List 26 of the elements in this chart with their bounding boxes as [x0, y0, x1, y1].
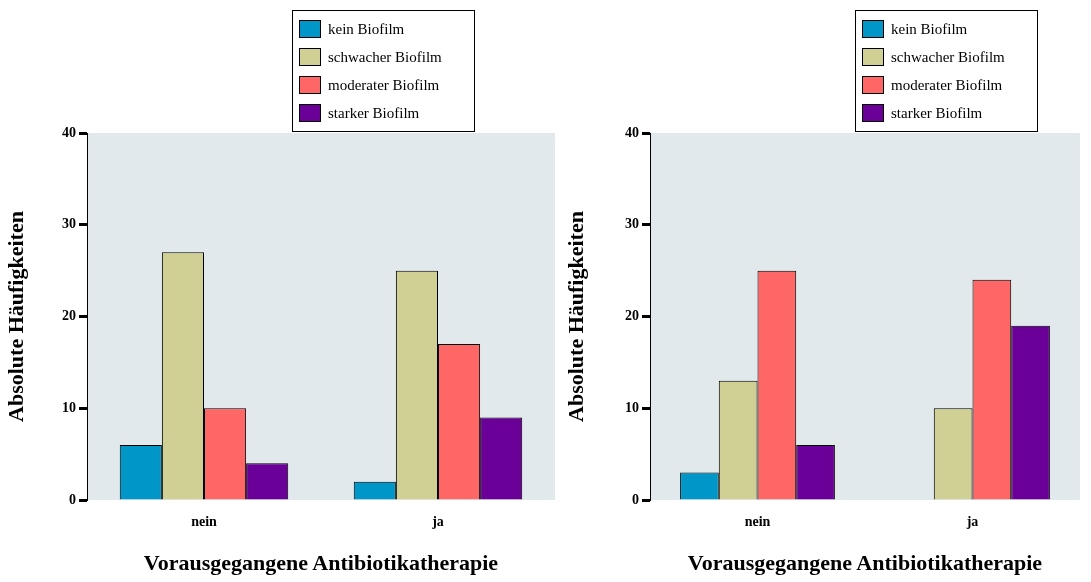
y-tick-label: 10: [62, 399, 76, 415]
x-tick-label: ja: [965, 514, 979, 530]
x-axis-title: Vorausgegangene Antibiotikatherapie: [143, 550, 499, 576]
y-tick-label: 30: [62, 216, 76, 232]
y-axis-title: Absolute Häufigkeiten: [2, 211, 28, 422]
legend-label: moderater Biofilm: [328, 76, 440, 95]
y-tick-label: 40: [62, 124, 76, 140]
legend-label: starker Biofilm: [328, 104, 420, 123]
legend-label: schwacher Biofilm: [891, 48, 1005, 67]
y-axis-title: Absolute Häufigkeiten: [562, 211, 588, 422]
y-tick-label: 30: [625, 216, 639, 232]
x-tick-label: nein: [191, 514, 218, 530]
x-axis-title: Vorausgegangene Antibiotikatherapie: [687, 550, 1043, 576]
legend-label: starker Biofilm: [891, 104, 983, 123]
y-tick-label: 20: [625, 308, 639, 324]
legend-label: kein Biofilm: [328, 20, 405, 39]
legend-label: kein Biofilm: [891, 20, 968, 39]
x-tick-label: ja: [431, 514, 444, 530]
legend-label: schwacher Biofilm: [328, 48, 442, 67]
y-tick-label: 20: [62, 308, 76, 324]
y-tick-label: 0: [69, 491, 76, 507]
legend-label: moderater Biofilm: [891, 76, 1003, 95]
y-tick-label: 0: [632, 491, 639, 507]
y-tick-label: 40: [625, 124, 639, 140]
x-tick-label: nein: [744, 514, 771, 530]
y-tick-label: 10: [625, 399, 639, 415]
